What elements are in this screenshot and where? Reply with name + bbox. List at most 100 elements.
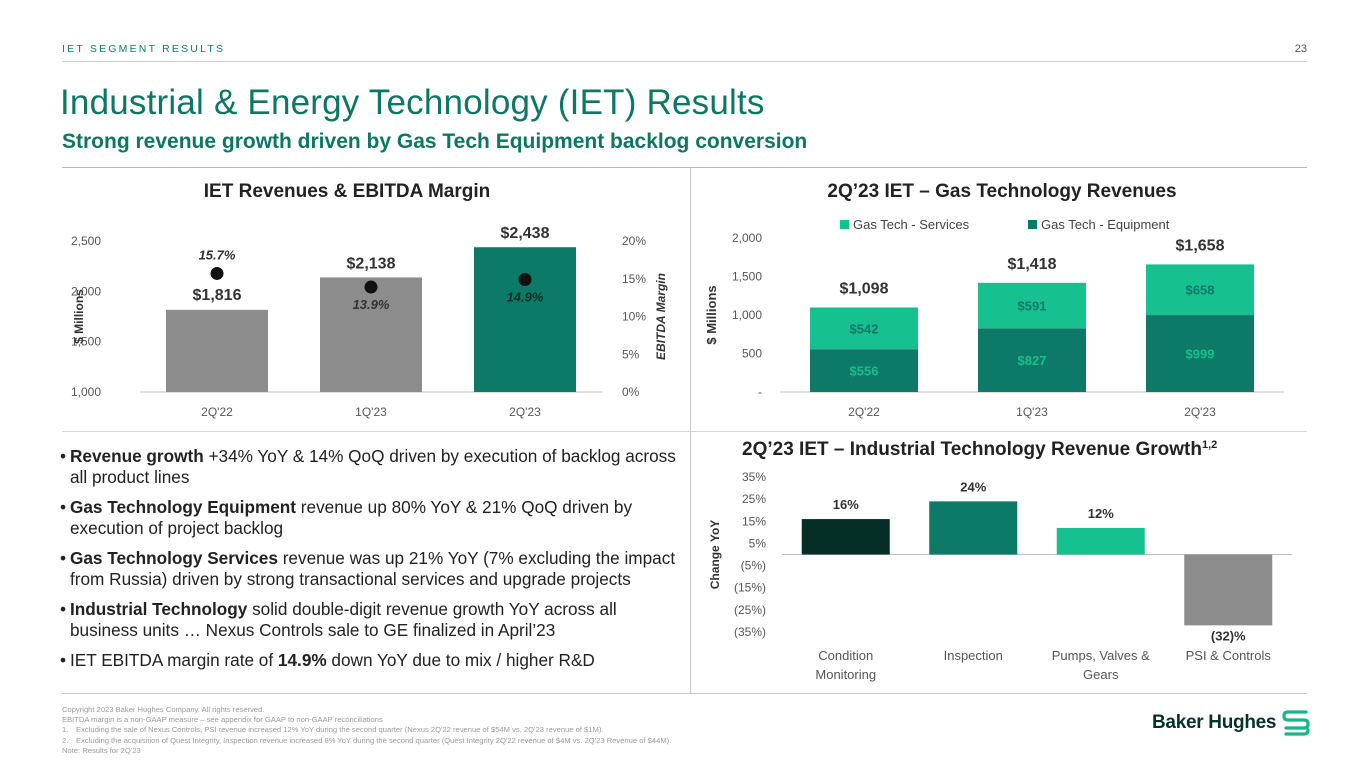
y-tick-label: 1,500: [732, 270, 762, 284]
y-tick-label: 2,000: [732, 231, 762, 245]
bullet-item: • Gas Technology Services revenue was up …: [60, 548, 680, 590]
top-divider: [62, 61, 1307, 62]
y-tick-label: (35%): [734, 625, 766, 639]
y-tick-label: 2,000: [71, 284, 101, 298]
y-tick-label: (15%): [734, 581, 766, 595]
segment-value-label: $591: [1018, 299, 1047, 314]
y-tick-label: (5%): [741, 559, 766, 573]
growth-value-label: 16%: [833, 497, 859, 512]
ebitda-margin-label: 15.7%: [199, 247, 236, 262]
growth-bar: [801, 519, 890, 555]
x-tick-label: 2Q'23: [509, 405, 541, 419]
chart-title-superscript: 1,2: [1202, 439, 1217, 451]
growth-bar: [1184, 554, 1273, 626]
x-tick-label: 1Q'23: [1016, 405, 1048, 419]
bullet-bold-text: Industrial Technology: [70, 599, 248, 619]
bullet-text: solid double-digit revenue growth YoY ac…: [70, 599, 617, 640]
section-label: IET SEGMENT RESULTS: [62, 43, 226, 55]
chart-title: 2Q’23 IET – Industrial Technology Revenu…: [742, 439, 1217, 460]
y-tick-label: 1,000: [71, 385, 101, 399]
results-note: Note: Results for 2Q'23: [62, 745, 141, 755]
legend-label: Gas Tech - Services: [853, 217, 970, 232]
logo-text: Baker Hughes: [1152, 712, 1277, 733]
y-axis-label: Change YoY: [708, 520, 722, 590]
footnote-1-number: 1.: [62, 725, 69, 735]
bullet-bold-text: Gas Technology Equipment: [70, 497, 297, 517]
footnote-1-text: Excluding the sale of Nexus Controls, PS…: [76, 725, 604, 735]
x-tick-label: 2Q'23: [1184, 405, 1216, 419]
chart-title: 2Q’23 IET – Gas Technology Revenues: [827, 181, 1176, 202]
revenue-bar: [320, 277, 422, 392]
y-axis-label: $ Millions: [704, 285, 719, 344]
ebitda-note: EBITDA margin is a non-GAAP measure – se…: [62, 715, 383, 725]
revenue-value-label: $2,138: [347, 255, 396, 272]
bullet-marker: •: [60, 599, 67, 619]
chart-title-text: 2Q’23 IET – Industrial Technology Revenu…: [742, 439, 1202, 460]
ebitda-margin-dot: [518, 273, 532, 287]
x-tick-label: Pumps, Valves &: [1052, 648, 1150, 663]
x-tick-label: Condition: [818, 648, 873, 663]
legend-swatch: [840, 220, 849, 229]
bullet-marker: •: [60, 548, 67, 568]
bullet-bold-text: 14.9%: [277, 650, 327, 670]
segment-value-label: $658: [1186, 283, 1215, 298]
footnote-2-number: 2.: [62, 735, 69, 745]
vertical-divider: [690, 168, 691, 693]
legend-label: Gas Tech - Equipment: [1041, 217, 1170, 232]
bullet-pre-text: IET EBITDA margin rate of: [70, 650, 278, 670]
ebitda-margin-dot: [364, 280, 378, 294]
growth-value-label: 12%: [1088, 506, 1114, 521]
bullet-item: • Revenue growth +34% YoY & 14% QoQ drive…: [60, 446, 680, 488]
y2-tick-label: 0%: [622, 385, 640, 399]
bullet-text: revenue was up 21% YoY (7% excluding the…: [70, 548, 676, 589]
x-tick-label: Monitoring: [815, 667, 876, 682]
y-tick-label: 25%: [742, 492, 766, 506]
chart-title: IET Revenues & EBITDA Margin: [204, 181, 490, 202]
stacked-bar-segment: [810, 307, 918, 350]
y-axis-label: $ Millions: [72, 289, 86, 344]
y-tick-label: 2,500: [71, 234, 101, 248]
ebitda-margin-label: 13.9%: [353, 297, 390, 312]
legend-swatch: [1028, 220, 1037, 229]
growth-value-label: (32)%: [1211, 628, 1246, 643]
footer-divider: [62, 693, 1307, 694]
x-tick-label: PSI & Controls: [1186, 648, 1272, 663]
bullet-bold-text: Revenue growth: [70, 446, 204, 466]
stacked-bar-segment: [810, 349, 918, 392]
y-tick-label: -: [758, 385, 762, 399]
stacked-bar-segment: [1146, 315, 1254, 392]
y2-axis-label: EBITDA Margin: [654, 273, 668, 360]
y-tick-label: 500: [742, 347, 762, 361]
stack-total-label: $1,098: [840, 280, 889, 297]
y-tick-label: (25%): [734, 603, 766, 617]
horizontal-divider: [62, 431, 1307, 432]
bullet-item: • IET EBITDA margin rate of 14.9% down Yo…: [60, 650, 680, 671]
y2-tick-label: 15%: [622, 272, 646, 286]
iet-revenues-chart: IET Revenues & EBITDA Margin 1,000 1,500 2,…: [71, 181, 668, 419]
segment-value-label: $556: [850, 364, 879, 379]
x-tick-label: 2Q'22: [201, 405, 233, 419]
segment-value-label: $542: [850, 321, 879, 336]
footer-notes: Copyright 2023 Baker Hughes Company. All…: [62, 705, 1062, 756]
baker-hughes-logo: Baker Hughes: [1152, 706, 1312, 740]
ebitda-margin-dot: [210, 266, 224, 280]
bullet-text: +34% YoY & 14% QoQ driven by execution o…: [70, 446, 676, 487]
y-tick-label: 5%: [749, 536, 767, 550]
bullet-marker: •: [60, 650, 67, 670]
y-tick-label: 1,500: [71, 335, 101, 349]
copyright-text: Copyright 2023 Baker Hughes Company. All…: [62, 705, 265, 714]
footnote-2: 2. Excluding the acquisition of Quest Int…: [62, 736, 1062, 746]
bullet-marker: •: [60, 446, 67, 466]
stacked-bar-segment: [1146, 264, 1254, 316]
baker-hughes-s-mark-icon: [1282, 710, 1310, 736]
revenue-value-label: $1,816: [193, 287, 242, 304]
growth-bar: [1056, 527, 1145, 555]
industrial-tech-growth-chart: 2Q’23 IET – Industrial Technology Revenu…: [708, 439, 1292, 682]
bullet-item: • Industrial Technology solid double-digi…: [60, 599, 680, 641]
growth-bar: [929, 501, 1018, 555]
stacked-bar-segment: [978, 328, 1086, 392]
revenue-value-label: $2,438: [501, 225, 550, 242]
bullet-item: • Gas Technology Equipment revenue up 80%…: [60, 497, 680, 539]
bullet-text: down YoY due to mix / higher R&D: [326, 650, 595, 670]
y2-tick-label: 10%: [622, 310, 646, 324]
